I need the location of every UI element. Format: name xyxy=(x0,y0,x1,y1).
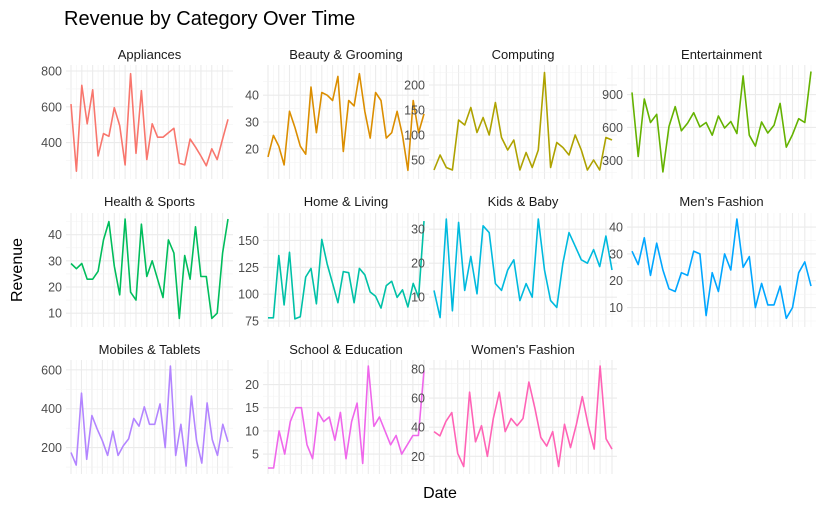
y-axis-title: Revenue xyxy=(9,238,26,302)
facet-label: Health & Sports xyxy=(104,194,196,209)
y-tick-label: 75 xyxy=(245,315,259,329)
facet-label: Women's Fashion xyxy=(471,342,574,357)
y-tick-label: 200 xyxy=(41,441,62,455)
facet-label: Home & Living xyxy=(304,194,389,209)
y-tick-label: 20 xyxy=(411,450,425,464)
series-line-appliances xyxy=(70,72,229,172)
panel-home-and-living: 75 100 125 150 Home & Living xyxy=(238,194,429,329)
y-tick-label: 400 xyxy=(41,402,62,416)
y-tick-label: 600 xyxy=(41,363,62,377)
y-tick-label: 60 xyxy=(411,392,425,406)
series-line-mobiles-and-tablets xyxy=(70,365,229,467)
facet-panels: 400 600 800 Appliances 20 30 40 Beauty & Groomi… xyxy=(41,47,816,474)
facet-label: Appliances xyxy=(118,47,182,62)
y-tick-label: 600 xyxy=(602,121,623,135)
series-line-home-and-living xyxy=(268,221,425,320)
y-tick-label: 100 xyxy=(238,288,259,302)
panel-background xyxy=(66,65,233,179)
panel-computing: 50 100 150 200 Computing xyxy=(404,47,617,179)
y-tick-label: 10 xyxy=(411,291,425,305)
y-tick-label: 40 xyxy=(609,221,623,235)
y-tick-label: 300 xyxy=(602,154,623,168)
series-line-entertainment xyxy=(631,71,812,173)
facet-label: School & Education xyxy=(289,342,402,357)
series-line-kids-and-baby xyxy=(433,218,613,319)
y-tick-label: 20 xyxy=(411,257,425,271)
panel-appliances: 400 600 800 Appliances xyxy=(41,47,233,179)
panel-kids-and-baby: 10 20 30 Kids & Baby xyxy=(411,194,617,327)
y-tick-label: 80 xyxy=(411,362,425,376)
panel-beauty-and-grooming: 20 30 40 Beauty & Grooming xyxy=(245,47,429,179)
facet-label: Beauty & Grooming xyxy=(289,47,402,62)
series-line-school-and-education xyxy=(268,365,425,469)
y-tick-label: 30 xyxy=(48,254,62,268)
y-tick-label: 15 xyxy=(245,401,259,415)
y-tick-label: 5 xyxy=(252,448,259,462)
series-line-beauty-and-grooming xyxy=(267,72,425,172)
panel-health-and-sports: 10 20 30 40 Health & Sports xyxy=(48,194,233,327)
y-tick-label: 125 xyxy=(238,261,259,275)
y-tick-label: 150 xyxy=(238,234,259,248)
y-tick-label: 30 xyxy=(245,116,259,130)
panel-background xyxy=(429,213,617,327)
y-tick-label: 40 xyxy=(411,421,425,435)
y-tick-label: 20 xyxy=(245,142,259,156)
y-tick-label: 600 xyxy=(41,100,62,114)
y-tick-label: 20 xyxy=(245,378,259,392)
y-tick-label: 40 xyxy=(48,228,62,242)
y-tick-label: 40 xyxy=(245,89,259,103)
y-tick-label: 10 xyxy=(609,301,623,315)
y-tick-label: 200 xyxy=(404,79,425,93)
y-tick-label: 20 xyxy=(48,281,62,295)
y-tick-label: 800 xyxy=(41,65,62,79)
facet-label: Kids & Baby xyxy=(488,194,559,209)
facet-label: Computing xyxy=(492,47,555,62)
y-tick-label: 100 xyxy=(404,129,425,143)
facet-label: Men's Fashion xyxy=(679,194,763,209)
panel-men-s-fashion: 10 20 30 40 Men's Fashion xyxy=(609,194,816,327)
series-line-health-and-sports xyxy=(70,218,229,320)
panel-mobiles-and-tablets: 200 400 600 Mobiles & Tablets xyxy=(41,342,233,474)
y-tick-label: 10 xyxy=(48,307,62,321)
series-line-men-s-fashion xyxy=(631,218,812,320)
panel-women-s-fashion: 20 40 60 80 Women's Fashion xyxy=(411,342,617,474)
y-tick-label: 900 xyxy=(602,88,623,102)
series-line-computing xyxy=(433,71,613,171)
y-tick-label: 30 xyxy=(609,247,623,261)
panel-entertainment: 300 600 900 Entertainment xyxy=(602,47,816,179)
facet-label: Entertainment xyxy=(681,47,762,62)
y-tick-label: 50 xyxy=(411,154,425,168)
panel-school-and-education: 5 10 15 20 School & Education xyxy=(245,342,429,474)
y-tick-label: 30 xyxy=(411,223,425,237)
y-tick-label: 400 xyxy=(41,136,62,150)
facet-label: Mobiles & Tablets xyxy=(99,342,201,357)
y-tick-label: 10 xyxy=(245,424,259,438)
y-tick-label: 20 xyxy=(609,274,623,288)
y-tick-label: 150 xyxy=(404,104,425,118)
x-axis-title: Date xyxy=(423,485,457,502)
chart-title: Revenue by Category Over Time xyxy=(64,8,355,30)
series-line-women-s-fashion xyxy=(433,365,613,468)
